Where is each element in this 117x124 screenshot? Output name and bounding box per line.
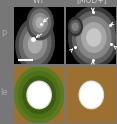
- Ellipse shape: [73, 11, 115, 64]
- Ellipse shape: [28, 82, 50, 108]
- Text: p: p: [1, 28, 7, 37]
- Ellipse shape: [16, 18, 54, 70]
- Ellipse shape: [15, 67, 64, 123]
- Ellipse shape: [70, 20, 80, 33]
- Text: [MOD+]: [MOD+]: [76, 0, 107, 5]
- Ellipse shape: [80, 82, 102, 108]
- Ellipse shape: [24, 28, 47, 59]
- Ellipse shape: [69, 7, 117, 68]
- Ellipse shape: [30, 9, 51, 36]
- Ellipse shape: [28, 35, 42, 53]
- Ellipse shape: [87, 29, 101, 46]
- Ellipse shape: [68, 18, 82, 36]
- Text: WT: WT: [33, 0, 45, 5]
- Ellipse shape: [36, 18, 44, 28]
- Ellipse shape: [23, 77, 55, 113]
- Ellipse shape: [72, 23, 78, 30]
- Ellipse shape: [27, 81, 51, 109]
- Ellipse shape: [82, 23, 106, 52]
- Text: le: le: [0, 88, 8, 97]
- Ellipse shape: [67, 67, 116, 123]
- Ellipse shape: [19, 72, 60, 118]
- Ellipse shape: [19, 22, 51, 65]
- Ellipse shape: [79, 81, 103, 109]
- Ellipse shape: [77, 17, 111, 58]
- Ellipse shape: [33, 13, 47, 32]
- Ellipse shape: [27, 6, 53, 40]
- Ellipse shape: [27, 81, 51, 109]
